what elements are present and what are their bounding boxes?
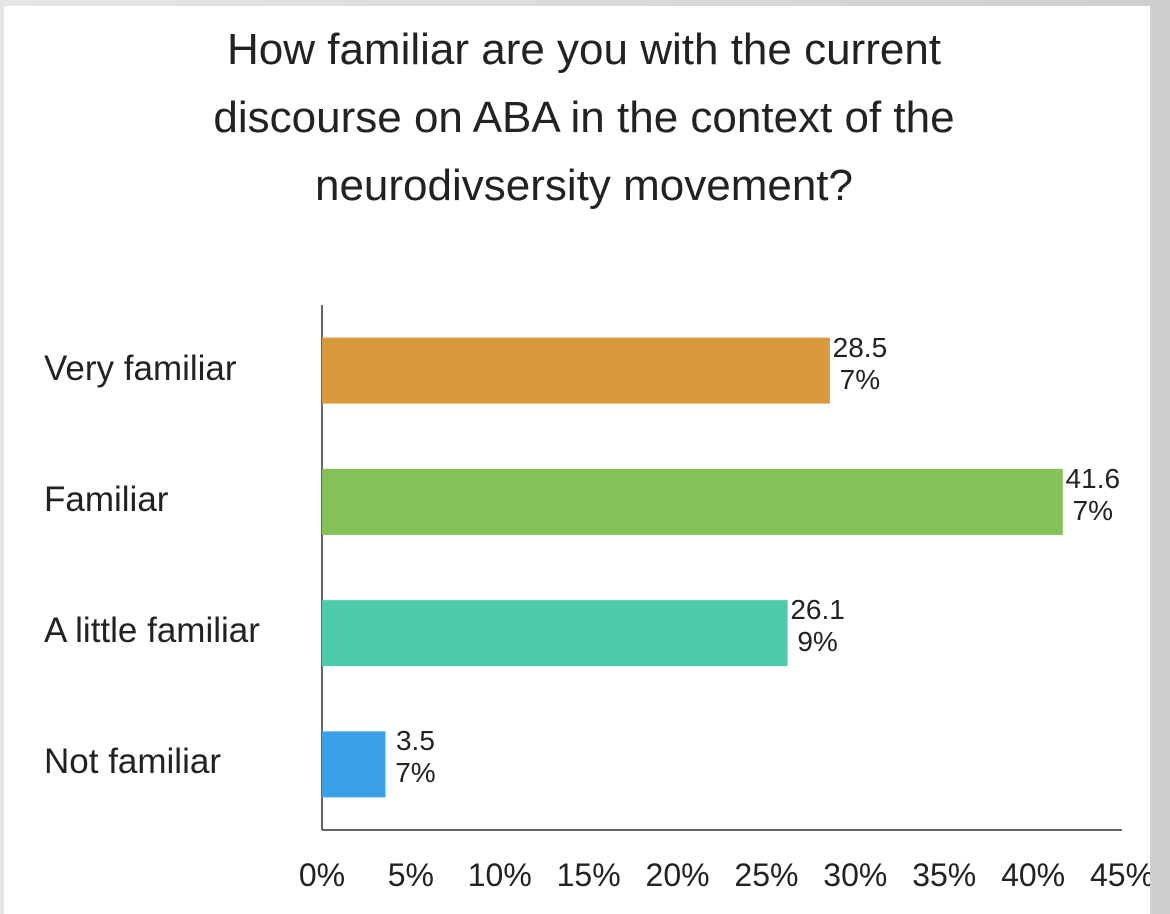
x-tick-label: 20% [645, 857, 710, 893]
x-tick-label: 15% [556, 857, 621, 893]
x-tick-label: 30% [823, 857, 888, 893]
chart-title: How familiar are you with the current di… [213, 25, 955, 210]
value-label: 41.67% [1065, 462, 1121, 526]
value-label: 3.57% [395, 725, 436, 789]
y-tick-label: A little familiar [44, 611, 260, 651]
x-tick-label: 10% [467, 857, 532, 893]
x-tick-label: 40% [1001, 857, 1066, 893]
value-label: 26.19% [790, 594, 845, 658]
bar [322, 468, 1063, 535]
x-tick-label: 45% [1089, 857, 1150, 893]
bar [322, 600, 788, 667]
plot [321, 305, 1122, 831]
y-tick-label: Not familiar [44, 742, 221, 782]
chart: How familiar are you with the current di… [4, 6, 1150, 914]
y-tick-label: Very familiar [44, 348, 237, 388]
bar [322, 337, 830, 404]
x-tick-label: 0% [298, 857, 346, 893]
x-tick-label: 25% [734, 857, 799, 893]
bar [322, 731, 386, 798]
y-tick-label: Familiar [44, 479, 169, 519]
x-tick-label: 35% [912, 857, 977, 893]
value-label: 28.57% [832, 331, 888, 395]
x-tick-label: 5% [387, 857, 434, 893]
